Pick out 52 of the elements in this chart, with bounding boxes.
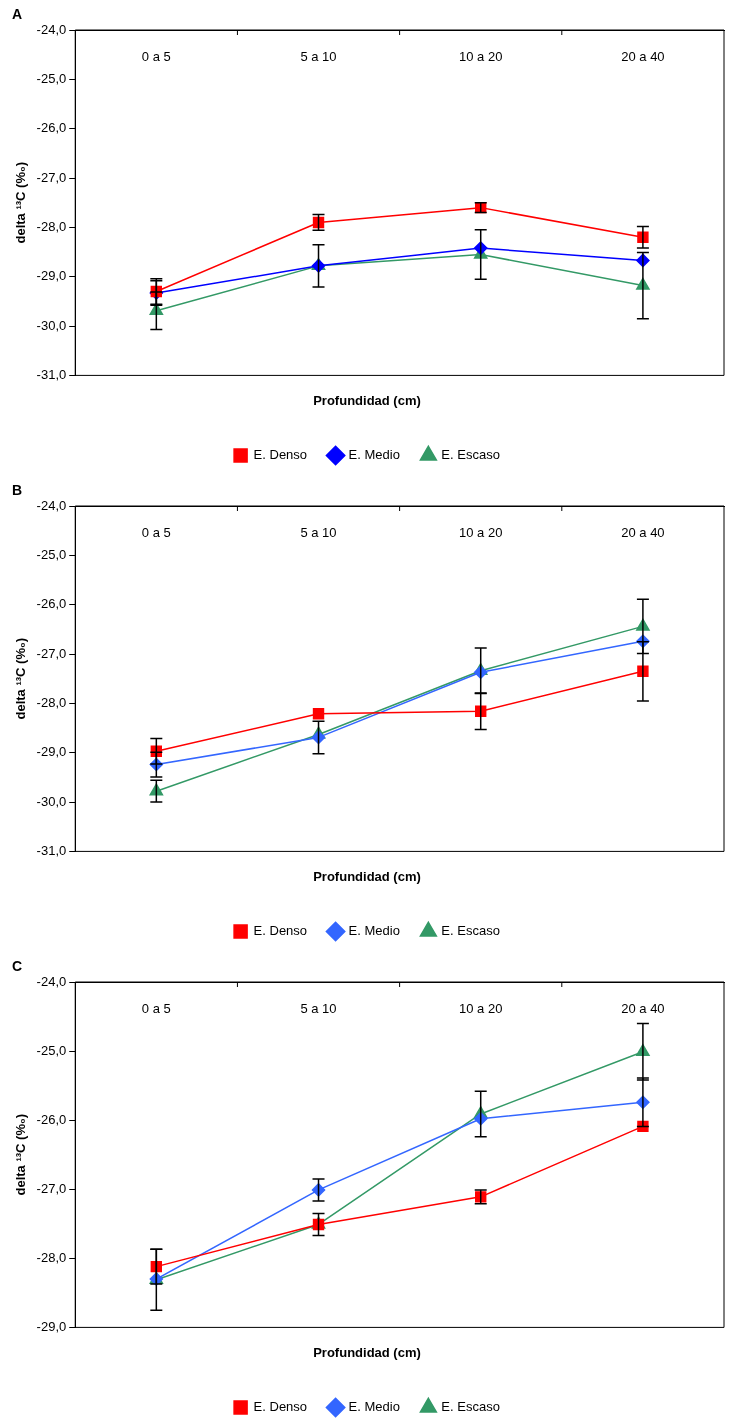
legend-label: E. Denso	[253, 923, 308, 939]
chart-title: B	[12, 481, 23, 498]
x-tick-label: 20 a 40	[621, 1000, 665, 1016]
y-tick-label: -25,0	[36, 546, 67, 562]
legend-label: E. Denso	[253, 447, 308, 463]
y-tick-label: -26,0	[36, 1111, 67, 1127]
legend-label: E. Escaso	[441, 923, 500, 939]
chart-title: C	[12, 957, 23, 974]
y-axis-title: delta ¹³C (%₀)	[13, 161, 29, 244]
y-tick-label: -24,0	[36, 973, 67, 989]
x-tick-label: 10 a 20	[459, 1000, 503, 1016]
x-tick-label: 5 a 10	[300, 1000, 337, 1016]
y-tick-label: -27,0	[36, 645, 67, 661]
y-tick-label: -28,0	[36, 694, 67, 710]
x-tick-label: 0 a 5	[141, 48, 171, 64]
y-tick-label: -25,0	[36, 1042, 67, 1058]
y-axis-title: delta ¹³C (%₀)	[13, 637, 29, 720]
legend-label: E. Medio	[348, 923, 400, 939]
y-tick-label: -31,0	[36, 366, 67, 382]
y-tick-label: -25,0	[36, 70, 67, 86]
x-tick-label: 5 a 10	[300, 524, 337, 540]
x-tick-label: 20 a 40	[621, 48, 665, 64]
x-tick-label: 20 a 40	[621, 524, 665, 540]
y-axis-title: delta ¹³C (%₀)	[13, 1113, 29, 1196]
x-tick-label: 10 a 20	[459, 48, 503, 64]
legend-label: E. Escaso	[441, 447, 500, 463]
x-tick-label: 0 a 5	[141, 1000, 171, 1016]
y-tick-label: -29,0	[36, 268, 67, 284]
x-axis-title: Profundidad (cm)	[313, 868, 421, 884]
y-tick-label: -24,0	[36, 21, 67, 37]
x-axis-title: Profundidad (cm)	[313, 1344, 421, 1360]
y-tick-label: -28,0	[36, 1249, 67, 1265]
y-tick-label: -29,0	[36, 1318, 67, 1334]
x-axis-title: Profundidad (cm)	[313, 392, 421, 408]
y-tick-label: -27,0	[36, 1180, 67, 1196]
x-tick-label: 5 a 10	[300, 48, 337, 64]
y-tick-label: -27,0	[36, 169, 67, 185]
y-tick-label: -30,0	[36, 793, 67, 809]
legend-label: E. Medio	[348, 447, 400, 463]
legend-label: E. Escaso	[441, 1399, 500, 1415]
y-tick-label: -28,0	[36, 218, 67, 234]
legend-label: E. Denso	[253, 1399, 308, 1415]
y-tick-label: -24,0	[36, 497, 67, 513]
y-tick-label: -29,0	[36, 744, 67, 760]
legend-label: E. Medio	[348, 1399, 400, 1415]
chart-title: A	[12, 5, 23, 22]
x-tick-label: 10 a 20	[459, 524, 503, 540]
y-tick-label: -30,0	[36, 317, 67, 333]
y-tick-label: -26,0	[36, 596, 67, 612]
y-tick-label: -26,0	[36, 120, 67, 136]
y-tick-label: -31,0	[36, 842, 67, 858]
x-tick-label: 0 a 5	[141, 524, 171, 540]
